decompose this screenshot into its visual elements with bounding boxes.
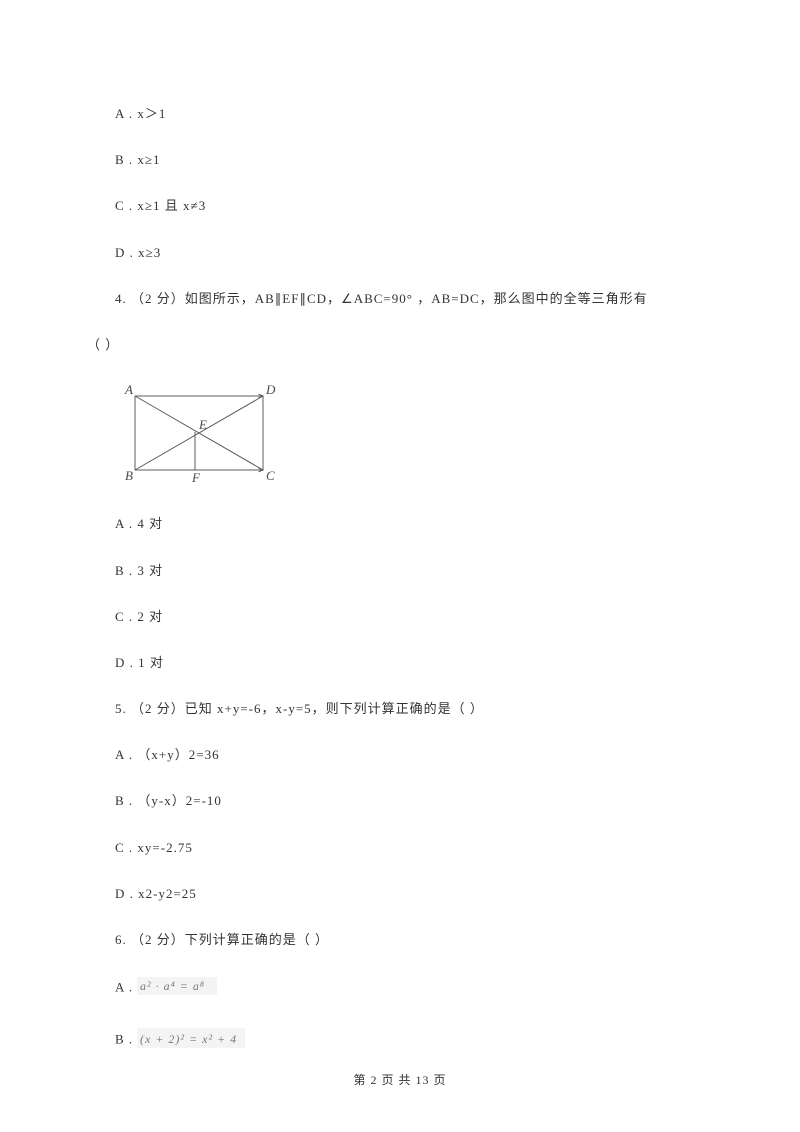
page-content: A . x＞1 B . x≥1 C . x≥1 且 x≠3 D . x≥3 4.… [0, 0, 800, 1054]
q6-optA-prefix: A . [115, 980, 137, 995]
q6-optB-prefix: B . [115, 1032, 137, 1047]
q5-stem: 5. （2 分）已知 x+y=-6，x-y=5，则下列计算正确的是（ ） [115, 700, 710, 718]
q6-option-b: B . (x + 2)² = x² + 4 [115, 1028, 710, 1053]
q6-stem: 6. （2 分）下列计算正确的是（ ） [115, 931, 710, 949]
q4-option-d: D . 1 对 [115, 654, 710, 672]
svg-text:D: D [265, 382, 276, 397]
svg-text:C: C [266, 468, 275, 483]
q4-option-b: B . 3 对 [115, 562, 710, 580]
formula-xplus2sq: (x + 2)² = x² + 4 [137, 1028, 245, 1053]
q3-option-d: D . x≥3 [115, 244, 710, 262]
footer-prefix: 第 [353, 1073, 370, 1087]
q5-option-c: C . xy=-2.75 [115, 839, 710, 857]
svg-text:E: E [198, 417, 207, 432]
geometry-diagram: A D B C E F [115, 382, 283, 484]
q5-option-b: B . （y-x）2=-10 [115, 792, 710, 810]
q4-stem-line1: 4. （2 分）如图所示，AB∥EF∥CD，∠ABC=90° ，AB=DC，那么… [115, 290, 710, 308]
svg-text:(x + 2)² = x² + 4: (x + 2)² = x² + 4 [140, 1032, 237, 1046]
q3-option-c: C . x≥1 且 x≠3 [115, 197, 710, 215]
q5-option-a: A . （x+y）2=36 [115, 746, 710, 764]
svg-text:B: B [125, 468, 133, 483]
svg-text:a² · a⁴ = a⁸: a² · a⁴ = a⁸ [140, 979, 205, 993]
svg-text:A: A [124, 382, 133, 397]
q5-option-d: D . x2-y2=25 [115, 885, 710, 903]
q3-option-b: B . x≥1 [115, 151, 710, 169]
footer-mid: 页 共 [377, 1073, 415, 1087]
q4-option-a: A . 4 对 [115, 515, 710, 533]
q4-stem-line2: （ ） [87, 336, 710, 354]
q4-figure: A D B C E F [115, 382, 710, 489]
formula-a2a4: a² · a⁴ = a⁸ [137, 977, 217, 1000]
footer-suffix: 页 [430, 1073, 447, 1087]
footer-page-total: 13 [416, 1073, 430, 1087]
svg-text:F: F [191, 470, 201, 484]
q6-option-a: A . a² · a⁴ = a⁸ [115, 977, 710, 1000]
q4-option-c: C . 2 对 [115, 608, 710, 626]
q3-option-a: A . x＞1 [115, 105, 710, 123]
page-footer: 第 2 页 共 13 页 [0, 1071, 800, 1088]
